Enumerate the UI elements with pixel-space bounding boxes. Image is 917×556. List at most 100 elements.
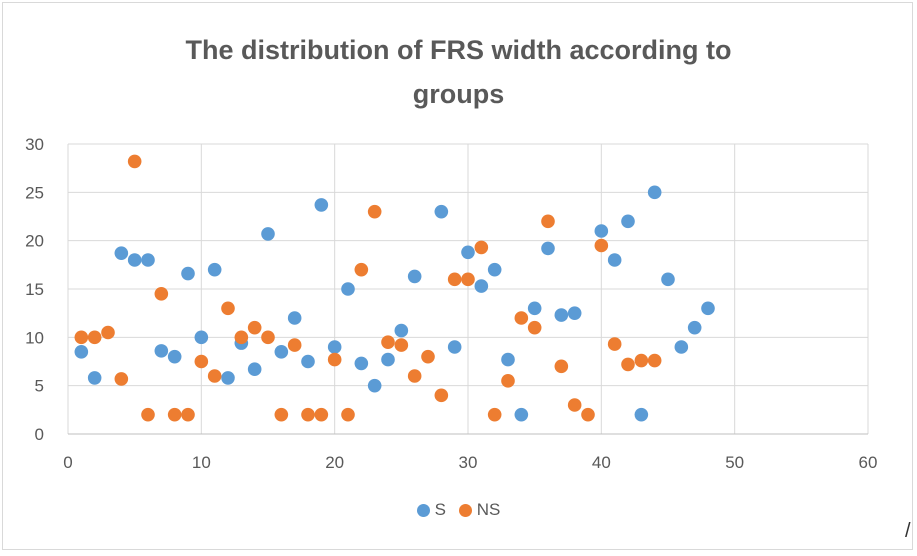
point-s [194, 330, 209, 345]
point-ns [87, 330, 102, 345]
y-tick-label: 30 [25, 135, 44, 154]
point-s [354, 356, 369, 371]
point-s [607, 253, 622, 267]
point-s [394, 323, 409, 338]
legend-marker-s [416, 503, 430, 517]
point-ns [461, 272, 475, 287]
point-s [514, 407, 529, 422]
point-s [527, 301, 542, 316]
point-ns [207, 369, 222, 383]
legend-item-ns: NS [458, 500, 500, 520]
point-s [287, 311, 302, 325]
point-s [501, 352, 515, 367]
point-s [661, 272, 675, 287]
point-ns [581, 407, 595, 422]
x-tick-label: 30 [459, 453, 478, 472]
point-s [381, 352, 395, 367]
x-tick-label: 50 [725, 453, 744, 472]
point-ns [194, 354, 209, 369]
point-ns [274, 407, 289, 422]
point-ns [514, 311, 529, 325]
axis-layer: 0 5 10 15 20 25 30 0 10 20 30 40 50 60 [25, 135, 877, 472]
point-s [701, 301, 715, 316]
point-s [207, 262, 222, 277]
x-tick-label: 40 [592, 453, 611, 472]
y-tick-label: 10 [25, 328, 44, 347]
point-s [434, 204, 449, 219]
point-s [314, 198, 329, 212]
point-s [301, 354, 315, 369]
point-ns [634, 353, 649, 368]
point-ns [74, 330, 89, 345]
point-ns [367, 204, 382, 219]
point-ns [101, 325, 115, 340]
point-ns [621, 357, 635, 372]
point-s [447, 340, 462, 354]
point-s [221, 371, 235, 385]
point-s [461, 245, 475, 260]
point-s [367, 378, 382, 393]
y-tick-label: 15 [25, 280, 44, 299]
y-tick-label: 5 [35, 377, 44, 396]
point-ns [314, 407, 329, 422]
point-s [127, 253, 142, 267]
point-s [261, 227, 275, 241]
point-s [634, 407, 649, 422]
point-ns [501, 374, 515, 388]
point-ns [487, 407, 502, 422]
point-ns [167, 407, 182, 422]
point-ns [421, 349, 435, 364]
point-ns [141, 407, 155, 422]
point-ns [647, 353, 662, 368]
legend: S NS [0, 500, 917, 522]
point-ns [261, 330, 275, 345]
point-ns [234, 330, 249, 345]
point-ns [127, 154, 142, 169]
point-s [154, 344, 169, 358]
point-s [327, 340, 342, 354]
point-ns [114, 372, 129, 386]
point-ns [607, 337, 622, 351]
x-tick-label: 20 [325, 453, 344, 472]
chart-title-line-1: The distribution of FRS width according … [185, 35, 732, 65]
point-s [567, 306, 582, 320]
point-ns [554, 359, 569, 374]
point-s [181, 266, 195, 281]
point-s [621, 214, 635, 229]
point-ns [327, 352, 342, 367]
point-ns [301, 407, 315, 422]
point-ns [594, 238, 609, 253]
point-ns [341, 407, 355, 422]
point-ns [354, 262, 369, 277]
point-s [647, 185, 662, 200]
y-tick-label: 25 [25, 183, 44, 202]
grid-layer [67, 143, 869, 435]
x-tick-label: 10 [192, 453, 211, 472]
x-tick-label: 60 [859, 453, 878, 472]
point-s [594, 224, 609, 238]
corner-mark: / [905, 520, 911, 542]
point-ns [567, 398, 582, 412]
point-s [341, 282, 355, 296]
point-s [554, 308, 569, 322]
point-s [87, 371, 102, 385]
point-s [74, 345, 89, 359]
point-s [674, 340, 689, 354]
point-ns [247, 320, 262, 335]
point-ns [541, 214, 555, 229]
point-ns [394, 338, 409, 352]
point-ns [407, 369, 422, 383]
point-s [487, 262, 502, 277]
point-s [541, 241, 555, 256]
point-s [141, 253, 155, 267]
point-s [247, 362, 262, 377]
legend-item-s: S [416, 500, 446, 520]
point-ns [287, 338, 302, 352]
point-ns [154, 287, 169, 301]
point-ns [527, 320, 542, 335]
y-tick-label: 20 [25, 232, 44, 251]
point-ns [434, 388, 449, 403]
point-ns [181, 407, 195, 422]
legend-marker-ns [458, 503, 472, 517]
